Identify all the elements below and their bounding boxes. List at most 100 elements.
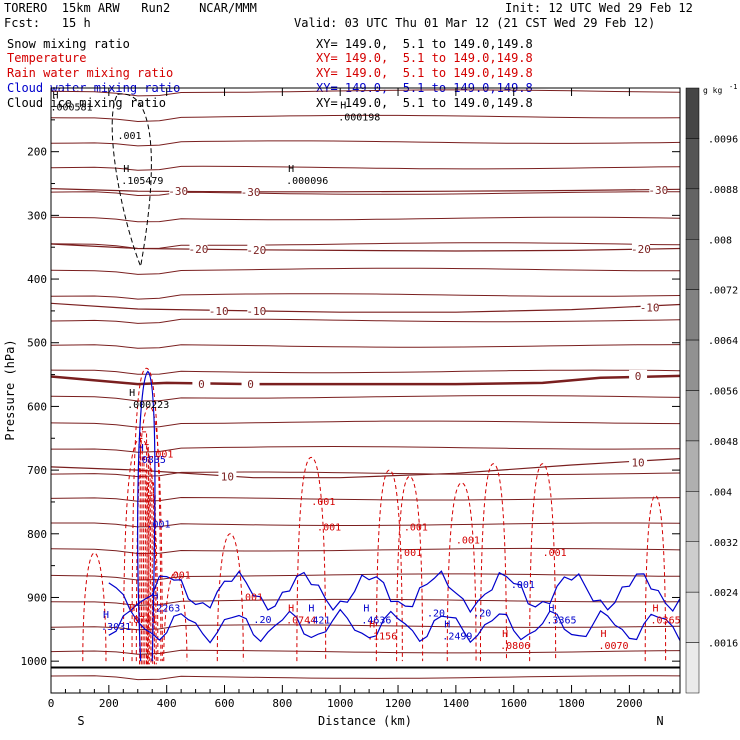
temperature-label: 10 bbox=[221, 470, 234, 483]
rain-contour bbox=[479, 463, 507, 662]
contour-label-bg bbox=[649, 183, 668, 195]
colorbar-tick-label: .0032 bbox=[708, 538, 738, 549]
max-symbol: H bbox=[52, 91, 58, 102]
colorbar-tick-label: .0016 bbox=[708, 639, 738, 650]
max-value-label: .000581 bbox=[50, 103, 92, 114]
y-tick-label: 600 bbox=[27, 400, 47, 413]
x-tick-label: 0 bbox=[48, 697, 55, 710]
contour-label-bg bbox=[247, 243, 266, 255]
isotherm-line bbox=[50, 293, 681, 300]
contour-value-label: .001 bbox=[398, 548, 422, 559]
contour-value-label: .001 bbox=[146, 519, 170, 530]
temperature-label: -20 bbox=[246, 244, 266, 257]
max-value-label: .000096 bbox=[286, 176, 328, 187]
y-tick-label: 200 bbox=[27, 146, 47, 159]
isotherm-line bbox=[50, 89, 681, 97]
rain-core-contour bbox=[140, 444, 150, 665]
colorbar-swatch bbox=[685, 491, 700, 543]
max-symbol: H bbox=[138, 443, 144, 454]
field-snow: Snow mixing ratio bbox=[7, 37, 130, 51]
max-value-label: .105479 bbox=[121, 176, 163, 187]
contour-label-bg bbox=[247, 304, 266, 316]
y-tick-label: 800 bbox=[27, 528, 47, 541]
forecast-hour: Fcst: 15 h bbox=[4, 16, 91, 30]
isotherm-line bbox=[50, 216, 681, 223]
colorbar-tick-label: .0048 bbox=[708, 437, 738, 448]
rain-contour bbox=[396, 475, 424, 662]
colorbar-swatch bbox=[685, 390, 700, 442]
max-value-label: .421 bbox=[306, 615, 330, 626]
field-temperature-xy: XY= 149.0, 5.1 to 149.0,149.8 bbox=[316, 51, 533, 65]
contour-value-label: .001 bbox=[311, 497, 335, 508]
max-value-label: .0744 bbox=[286, 615, 316, 626]
contour-label-bg bbox=[629, 369, 648, 381]
max-symbol: H bbox=[308, 603, 314, 614]
x-tick-label: 200 bbox=[99, 697, 119, 710]
contour-label-bg bbox=[241, 378, 260, 390]
x-tick-label: 2000 bbox=[616, 697, 643, 710]
colorbar-tick-label: .0056 bbox=[708, 387, 738, 398]
colorbar-swatch bbox=[685, 591, 700, 643]
contour-value-label: .001 bbox=[543, 548, 567, 559]
colorbar-swatch bbox=[685, 440, 700, 492]
isotherm-line bbox=[50, 547, 681, 555]
rain-core-contour bbox=[144, 469, 154, 665]
field-cloud-ice-xy: XY= 149.0, 5.1 to 149.0,149.8 bbox=[316, 96, 533, 110]
max-value-label: .000223 bbox=[127, 400, 169, 411]
max-value-label: .4636 bbox=[361, 615, 391, 626]
y-tick-label: 900 bbox=[27, 591, 47, 604]
field-cloud-ice: Cloud ice mixing ratio bbox=[7, 96, 166, 110]
contour-label-bg bbox=[169, 185, 188, 197]
rain-contour bbox=[163, 571, 188, 662]
max-symbol: H bbox=[444, 619, 450, 630]
y-tick-label: 1000 bbox=[21, 655, 48, 668]
max-symbol: H bbox=[288, 164, 294, 175]
isotherm-line bbox=[50, 318, 681, 324]
contour-value-label: .20 bbox=[427, 609, 445, 620]
rain-contour bbox=[644, 495, 667, 662]
temperature-label: 0 bbox=[198, 378, 205, 391]
isotherm-line bbox=[51, 445, 681, 453]
max-value-label: .1156 bbox=[367, 631, 397, 642]
plot-frame bbox=[50, 87, 681, 694]
max-symbol: H bbox=[369, 619, 375, 630]
x-tick-label: 1800 bbox=[558, 697, 585, 710]
max-symbol: H bbox=[653, 603, 659, 614]
y-tick-label: 500 bbox=[27, 337, 47, 350]
max-symbol: H bbox=[288, 603, 294, 614]
x-tick-label: 1400 bbox=[443, 697, 470, 710]
rain-contour bbox=[529, 463, 557, 662]
contour-value-label: .001 bbox=[118, 131, 142, 142]
y-tick-label: 400 bbox=[27, 273, 47, 286]
contour-value-label: .001 bbox=[511, 580, 535, 591]
contour-value-label: .001 bbox=[239, 593, 263, 604]
contour-value-label: .001 bbox=[404, 523, 428, 534]
colorbar-tick-label: .008 bbox=[708, 235, 732, 246]
colorbar-swatch bbox=[685, 188, 700, 240]
contour-label-bg bbox=[218, 470, 237, 482]
colorbar-tick-label: .004 bbox=[708, 487, 732, 498]
temperature-contour bbox=[50, 188, 681, 193]
rain-contour bbox=[131, 367, 162, 662]
colorbar-tick-label: .0072 bbox=[708, 286, 738, 297]
max-symbol: H bbox=[548, 603, 554, 614]
cloud-water-top bbox=[108, 570, 681, 614]
contour-value-label: .20 bbox=[253, 615, 271, 626]
contour-label-bg bbox=[189, 243, 208, 255]
max-value-label: .2499 bbox=[442, 631, 472, 642]
contour-value-label: .20 bbox=[473, 609, 491, 620]
max-value-label: .2263 bbox=[150, 603, 180, 614]
y-axis-label: Pressure (hPa) bbox=[3, 339, 17, 440]
colorbar-tick-label: .0088 bbox=[708, 185, 738, 196]
max-symbol: H bbox=[600, 629, 606, 640]
x-end-label-north: N bbox=[656, 714, 663, 728]
isotherm-line bbox=[50, 267, 680, 275]
contour-label-bg bbox=[241, 185, 260, 197]
temperature-contour bbox=[50, 302, 681, 313]
rain-contour bbox=[446, 482, 477, 662]
temperature-label: -20 bbox=[189, 243, 209, 256]
temperature-label: 0 bbox=[635, 370, 642, 383]
max-value-label: .0741 bbox=[127, 615, 157, 626]
isotherm-line bbox=[50, 649, 681, 655]
temperature-label: -30 bbox=[168, 185, 188, 198]
